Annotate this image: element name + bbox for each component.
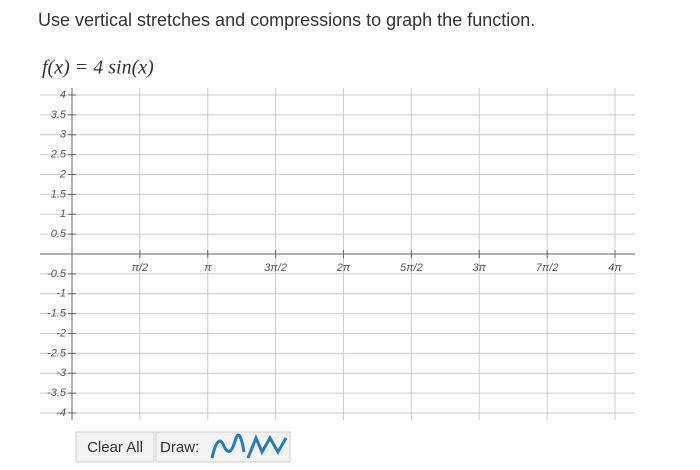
y-tick-label: -3 [56,367,67,379]
x-tick-label: 3π [473,262,487,274]
function: f(x) = 4 sin(x) [42,57,154,79]
clear-label: Clear All [87,439,143,456]
y-tick-label: 2.5 [50,149,67,161]
y-tick-label: -4 [56,407,66,419]
x-tick-label: 2π [336,262,351,274]
x-tick-label: 7π/2 [536,262,559,274]
y-tick-label: -1.5 [47,308,67,320]
y-tick-label: -0.5 [47,268,67,280]
sine-tool[interactable] [210,433,246,459]
y-tick-label: -3.5 [47,387,67,399]
draw-label: Draw: [160,439,199,456]
x-tick-label: π [204,262,212,274]
x-tick-label: π/2 [132,262,149,274]
x-tick-label: 5π/2 [400,262,423,274]
x-tick-label: 3π/2 [264,262,287,274]
y-tick-label: 1.5 [51,188,67,200]
y-tick-label: -1 [56,288,66,300]
y-tick-label: 1 [60,208,66,220]
y-tick-label: -2.5 [47,347,67,359]
clear-button[interactable] [75,431,155,463]
y-tick-label: -2 [56,327,66,339]
y-tick-label: 0.5 [51,228,67,240]
y-tick-label: 2 [59,168,66,180]
y-tick-label: 4 [60,89,66,101]
wave-tool[interactable] [246,434,288,459]
x-tick-label: 4π [608,262,622,274]
question: Use vertical stretches and compressions … [38,10,535,30]
y-tick-label: 3 [60,129,67,141]
graph: 4 3.5 3 2.5 2 1.5 1 0.5 -0.5 -1 -1.5 -2 -2.5 -3 -3.5 -4… [40,88,635,420]
y-tick-label: 3.5 [51,109,67,121]
